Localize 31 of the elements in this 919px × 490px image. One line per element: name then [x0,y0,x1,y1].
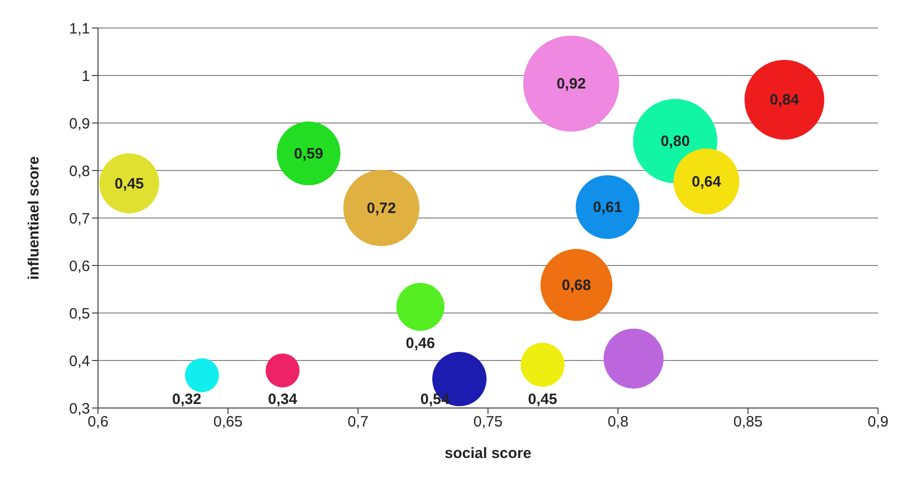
annotation: 0,45 [528,390,558,408]
annotation: 0,68 [562,276,591,294]
annotation: 0,34 [268,391,298,408]
annotation: 0,72 [366,200,396,218]
x-tick-label: 0,7 [348,414,368,431]
annotation: 0,59 [294,145,324,162]
y-tick-label: 0,6 [69,258,90,275]
x-tick-label: 0,65 [213,414,243,431]
y-tick-label: 0,7 [69,210,90,228]
annotation: 0,32 [172,391,202,408]
y-tick-label: 0,8 [69,162,90,180]
x-tick-label: 0,9 [868,414,888,431]
y-axis-title: influentiael score [25,156,42,280]
y-tick-label: 0,4 [69,352,90,370]
x-tick-label: 0,75 [473,414,503,431]
annotation: 0,84 [770,92,800,109]
annotation: 0,61 [593,199,622,216]
x-tick-label: 0,8 [608,414,628,431]
y-tick-label: 1 [82,68,90,85]
y-tick-label: 0,9 [69,115,90,132]
annotation: 0,45 [114,175,144,192]
annotation: 0,64 [692,173,722,190]
x-tick-label: 0,6 [88,414,108,431]
annotation: 0,46 [406,334,435,352]
y-tick-label: 0,3 [69,400,90,418]
annotation: 0,92 [556,76,586,93]
annotation: 0,80 [660,133,690,150]
y-tick-label: 1,1 [69,20,90,38]
x-tick-label: 0,85 [733,414,763,431]
y-tick-label: 0,5 [69,305,90,322]
x-axis-title: social score [444,445,532,462]
